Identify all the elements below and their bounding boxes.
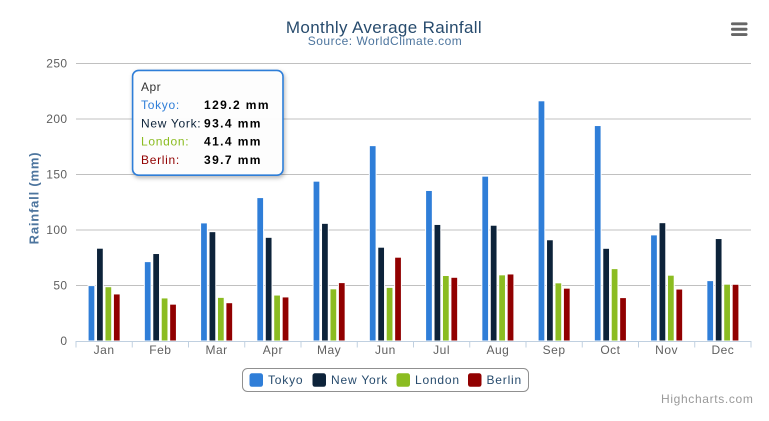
svg-text:London:: London: <box>141 135 189 149</box>
svg-text:Jul: Jul <box>433 343 450 357</box>
svg-text:Oct: Oct <box>600 343 620 357</box>
svg-text:Aug: Aug <box>486 343 509 357</box>
svg-text:Dec: Dec <box>711 343 734 357</box>
svg-text:May: May <box>317 343 341 357</box>
svg-text:41.4 mm: 41.4 mm <box>204 135 262 149</box>
svg-text:Tokyo: Tokyo <box>268 373 303 387</box>
svg-text:Jan: Jan <box>94 343 115 357</box>
svg-text:Berlin:: Berlin: <box>141 153 180 167</box>
svg-text:Tokyo:: Tokyo: <box>141 98 180 112</box>
svg-text:Jun: Jun <box>375 343 396 357</box>
svg-text:0: 0 <box>60 334 67 348</box>
svg-text:New York:: New York: <box>141 116 201 130</box>
svg-text:Apr: Apr <box>141 80 161 94</box>
svg-text:Sep: Sep <box>543 343 566 357</box>
svg-text:100: 100 <box>46 223 67 237</box>
svg-text:Mar: Mar <box>206 343 228 357</box>
svg-text:Nov: Nov <box>655 343 678 357</box>
svg-text:50: 50 <box>53 279 67 293</box>
svg-text:Feb: Feb <box>149 343 171 357</box>
svg-text:Highcharts.com: Highcharts.com <box>661 392 753 406</box>
svg-text:39.7 mm: 39.7 mm <box>204 153 262 167</box>
svg-text:London: London <box>415 373 460 387</box>
svg-text:129.2 mm: 129.2 mm <box>204 98 270 112</box>
svg-text:Rainfall (mm): Rainfall (mm) <box>27 152 42 245</box>
svg-text:200: 200 <box>46 112 67 126</box>
svg-text:Berlin: Berlin <box>487 373 522 387</box>
svg-text:New York: New York <box>331 373 388 387</box>
svg-text:Monthly Average Rainfall: Monthly Average Rainfall <box>286 18 482 37</box>
svg-text:250: 250 <box>46 57 67 71</box>
svg-text:150: 150 <box>46 168 67 182</box>
svg-text:Source: WorldClimate.com: Source: WorldClimate.com <box>308 34 463 48</box>
svg-text:Apr: Apr <box>263 343 283 357</box>
svg-text:93.4 mm: 93.4 mm <box>204 116 262 130</box>
